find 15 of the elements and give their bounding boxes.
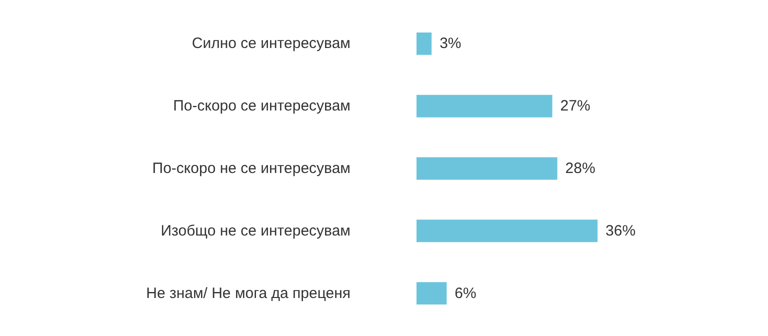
y-tick-label: По-скоро се интересувам [173, 98, 351, 115]
data-label: 3% [440, 35, 462, 52]
bar [416, 220, 598, 242]
data-label: 6% [454, 284, 476, 302]
data-label: 36% [606, 222, 636, 240]
bar [416, 157, 558, 180]
y-tick-label: Силно се интересувам [192, 35, 351, 52]
y-tick-label: По-скоро не се интересувам [152, 160, 351, 177]
data-label: 28% [565, 160, 596, 177]
data-label: 27% [560, 98, 590, 115]
bar [416, 32, 432, 55]
y-tick-label: Изобщо не се интересувам [160, 222, 351, 240]
bar [416, 94, 552, 118]
y-tick-label: Не знам/ Не мога да преценя [146, 284, 351, 302]
bar [416, 282, 447, 305]
